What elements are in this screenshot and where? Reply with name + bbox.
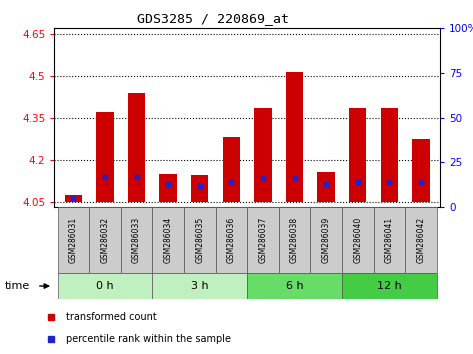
Bar	[223, 137, 240, 201]
Bar	[128, 92, 145, 201]
FancyBboxPatch shape	[342, 273, 437, 299]
Bar	[191, 175, 209, 201]
FancyBboxPatch shape	[89, 207, 121, 273]
FancyBboxPatch shape	[152, 207, 184, 273]
Text: 12 h: 12 h	[377, 281, 402, 291]
Text: 6 h: 6 h	[286, 281, 303, 291]
Text: percentile rank within the sample: percentile rank within the sample	[65, 333, 230, 344]
FancyBboxPatch shape	[342, 207, 374, 273]
Bar	[349, 108, 367, 201]
Bar	[286, 72, 303, 201]
Text: 0 h: 0 h	[96, 281, 114, 291]
Text: GSM286034: GSM286034	[164, 217, 173, 263]
FancyBboxPatch shape	[247, 207, 279, 273]
FancyBboxPatch shape	[58, 207, 89, 273]
Text: GDS3285 / 220869_at: GDS3285 / 220869_at	[137, 12, 289, 25]
FancyBboxPatch shape	[405, 207, 437, 273]
Bar	[412, 139, 429, 201]
FancyBboxPatch shape	[121, 207, 152, 273]
Bar	[65, 194, 82, 201]
FancyBboxPatch shape	[310, 207, 342, 273]
Text: GSM286042: GSM286042	[416, 217, 425, 263]
Text: time: time	[5, 281, 30, 291]
Bar	[254, 108, 272, 201]
FancyBboxPatch shape	[279, 207, 310, 273]
FancyBboxPatch shape	[184, 207, 216, 273]
Text: GSM286040: GSM286040	[353, 217, 362, 263]
Text: GSM286039: GSM286039	[322, 217, 331, 263]
Text: GSM286037: GSM286037	[258, 217, 267, 263]
Bar	[159, 173, 177, 201]
Text: 3 h: 3 h	[191, 281, 209, 291]
Bar	[381, 108, 398, 201]
Text: GSM286033: GSM286033	[132, 217, 141, 263]
FancyBboxPatch shape	[247, 273, 342, 299]
FancyBboxPatch shape	[374, 207, 405, 273]
Text: GSM286032: GSM286032	[100, 217, 109, 263]
FancyBboxPatch shape	[152, 273, 247, 299]
Text: GSM286041: GSM286041	[385, 217, 394, 263]
FancyBboxPatch shape	[58, 273, 152, 299]
Text: GSM286035: GSM286035	[195, 217, 204, 263]
Text: GSM286031: GSM286031	[69, 217, 78, 263]
Text: transformed count: transformed count	[65, 312, 156, 322]
Bar	[96, 112, 114, 201]
FancyBboxPatch shape	[216, 207, 247, 273]
Text: GSM286038: GSM286038	[290, 217, 299, 263]
Text: GSM286036: GSM286036	[227, 217, 236, 263]
Bar	[317, 172, 335, 201]
